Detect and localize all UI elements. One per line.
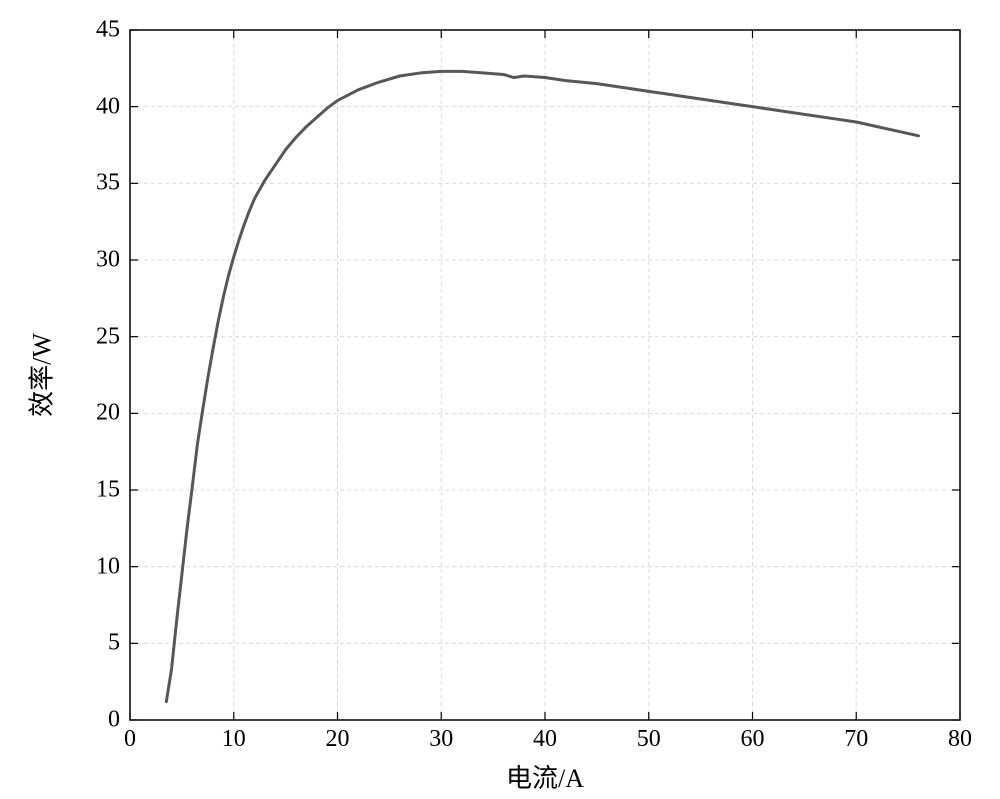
x-tick-label: 30 — [429, 726, 453, 753]
x-tick-label: 80 — [948, 726, 972, 753]
y-tick-label: 45 — [96, 17, 120, 44]
y-tick-label: 5 — [108, 630, 120, 657]
y-tick-label: 35 — [96, 170, 120, 197]
x-tick-label: 40 — [533, 726, 557, 753]
y-tick-label: 40 — [96, 93, 120, 120]
x-tick-label: 10 — [222, 726, 246, 753]
y-axis-label: 效率/W — [22, 333, 59, 417]
x-tick-label: 50 — [637, 726, 661, 753]
chart-container: 效率/W 电流/A 0 10 20 30 40 50 60 70 80 0 5 10 15 20 25 30 3… — [0, 0, 1000, 799]
y-tick-label: 15 — [96, 477, 120, 504]
y-tick-label: 25 — [96, 323, 120, 350]
y-tick-label: 10 — [96, 553, 120, 580]
y-tick-label: 0 — [108, 707, 120, 734]
x-axis-label: 电流/A — [506, 758, 584, 795]
x-tick-label: 20 — [326, 726, 350, 753]
y-tick-label: 20 — [96, 400, 120, 427]
line-chart — [0, 0, 1000, 799]
x-tick-label: 70 — [844, 726, 868, 753]
x-tick-label: 60 — [741, 726, 765, 753]
y-tick-label: 30 — [96, 247, 120, 274]
x-tick-label: 0 — [124, 726, 136, 753]
